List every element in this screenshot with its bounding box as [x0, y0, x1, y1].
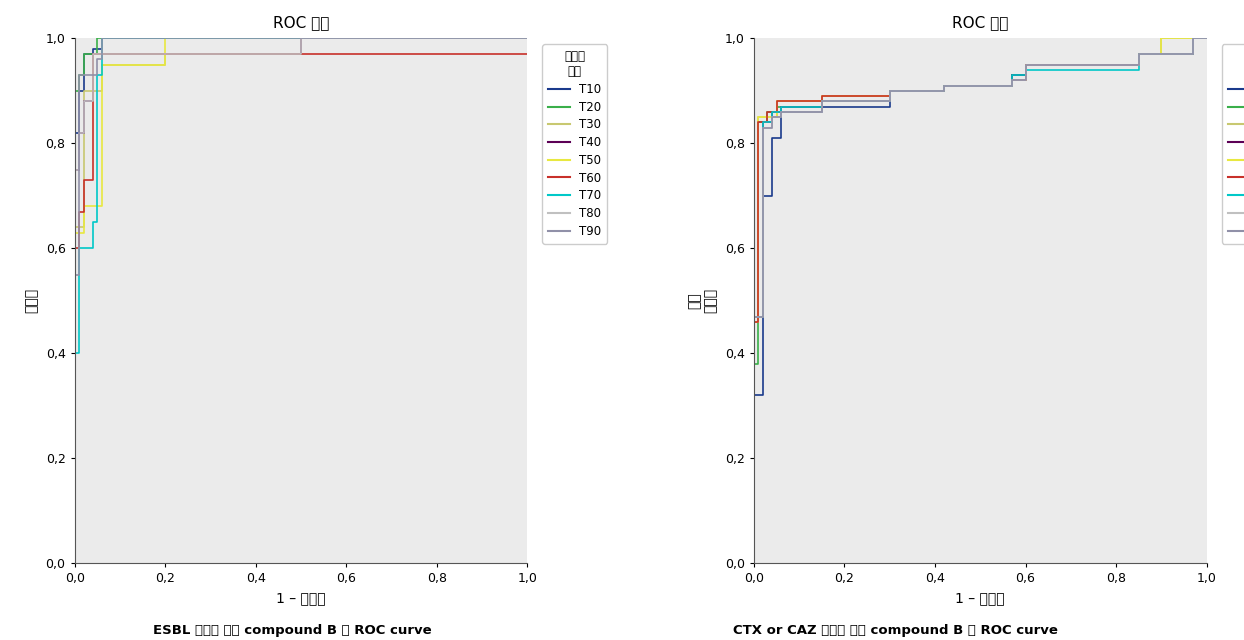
Text: CTX or CAZ 내성에 따른 compound B 의 ROC curve: CTX or CAZ 내성에 따른 compound B 의 ROC curve — [733, 623, 1059, 637]
Text: ESBL 유무에 따른 compound B 의 ROC curve: ESBL 유무에 따른 compound B 의 ROC curve — [153, 623, 432, 637]
X-axis label: 1 – 특이도: 1 – 특이도 — [276, 591, 326, 605]
Y-axis label: 내성
민감도: 내성 민감도 — [688, 288, 718, 314]
Y-axis label: 민감도: 민감도 — [25, 288, 39, 314]
Title: ROC 공선: ROC 공선 — [272, 15, 330, 30]
Legend: T10, T20, T30, T40, T50, T60, T70, T80, T90: T10, T20, T30, T40, T50, T60, T70, T80, … — [542, 44, 607, 244]
Legend: T10, T20, T30, T40, T50, T60, T70, T80, T90: T10, T20, T30, T40, T50, T60, T70, T80, … — [1222, 44, 1244, 244]
Title: ROC 공선: ROC 공선 — [952, 15, 1009, 30]
X-axis label: 1 – 특이도: 1 – 특이도 — [955, 591, 1005, 605]
